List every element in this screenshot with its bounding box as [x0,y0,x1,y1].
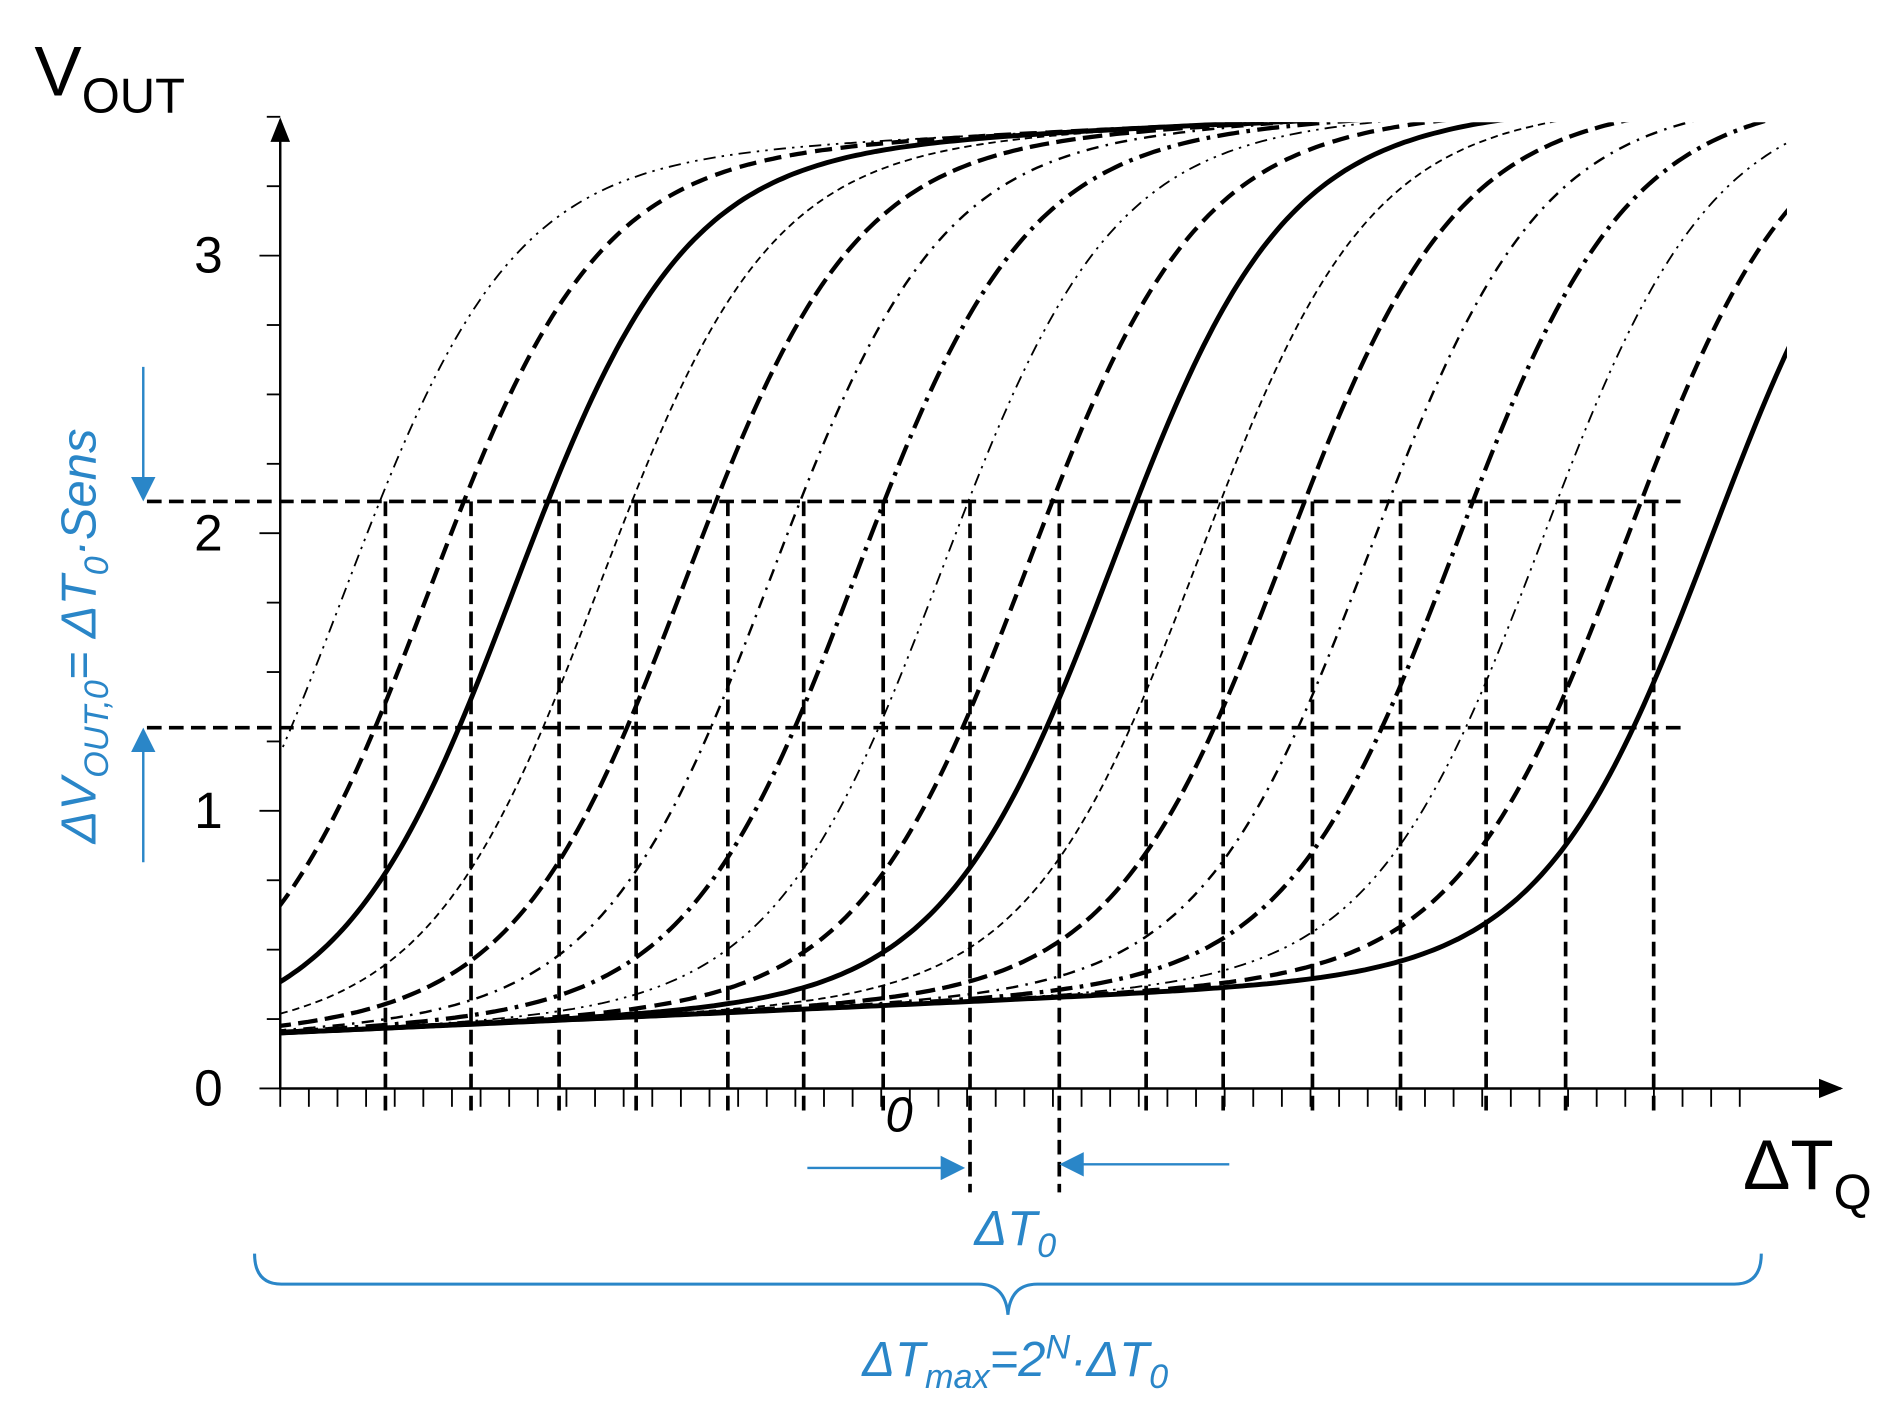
curve [280,122,1693,1035]
curve [280,122,1769,1036]
curve [280,122,1318,1028]
y-tick-label: 0 [194,1060,223,1117]
delta-tmax-label: ΔTmax=2N·ΔT0 [861,1329,1168,1396]
curve [280,122,1286,1015]
y-tick-label: 3 [194,227,223,284]
delta-vout-label: ΔVOUT,0= ΔT0·Sens [53,429,116,845]
curves [280,122,1787,1036]
curve [280,122,1308,909]
curve [280,207,1787,1036]
y-tick-label: 1 [194,782,223,839]
ticks: 0 1 2 3 [194,115,1741,1117]
y-tick-label: 2 [194,504,223,561]
x-axis-label: ΔTQ [1743,1126,1872,1220]
delta-t0-label: ΔT0 [973,1202,1056,1265]
brace [253,1253,1763,1315]
curve [280,345,1787,1036]
curve [280,122,1317,1032]
curve [280,122,1383,1034]
curve [280,122,1358,1035]
curve [280,122,1317,985]
y-axis-label: VOUT [34,32,185,123]
x-tick-label: 0 [885,1088,912,1142]
guide-lines [146,499,1686,1193]
